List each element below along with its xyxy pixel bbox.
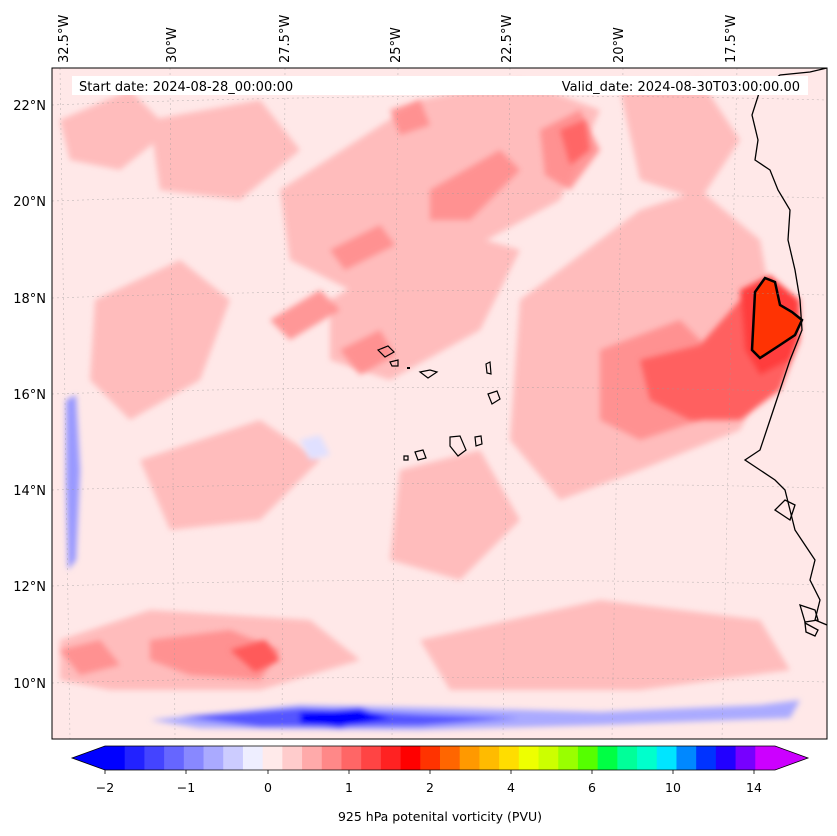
lat-label: 18°N — [13, 292, 46, 307]
colorbar-tick-label: 2 — [426, 780, 434, 795]
colorbar-swatch — [282, 746, 303, 770]
colorbar-extend-high — [775, 746, 808, 770]
colorbar-swatch — [400, 746, 421, 770]
colorbar-swatch — [361, 746, 382, 770]
colorbar-swatch — [656, 746, 677, 770]
colorbar-tick-label: 6 — [588, 780, 596, 795]
colorbar-swatch — [420, 746, 441, 770]
colorbar-swatch — [715, 746, 737, 770]
colorbar-swatch — [124, 746, 145, 770]
colorbar-title: 925 hPa potenital vorticity (PVU) — [338, 809, 542, 824]
lat-label: 16°N — [13, 388, 46, 403]
colorbar-swatch — [637, 746, 658, 770]
colorbar-swatch — [380, 746, 402, 770]
colorbar-swatch — [341, 746, 362, 770]
colorbar-swatch — [440, 746, 461, 770]
colorbar-tick-label: −2 — [96, 780, 114, 795]
colorbar-swatch — [242, 746, 264, 770]
colorbar-tick-label: 14 — [746, 780, 762, 795]
colorbar-swatch — [144, 746, 165, 770]
colorbar-extend-low — [72, 746, 105, 770]
colorbar-swatch — [597, 746, 618, 770]
valid-date-label: Valid_date: 2024-08-30T03:00:00.00 — [562, 80, 800, 95]
lat-label: 10°N — [13, 677, 46, 692]
cape-verde-islands — [376, 345, 501, 461]
colorbar: −2 −1 0 1 2 4 6 10 14 925 hPa potenital … — [70, 745, 810, 824]
colorbar-swatch — [321, 746, 342, 770]
colorbar-swatch — [676, 746, 697, 770]
colorbar-swatch — [538, 746, 559, 770]
colorbar-swatch — [183, 746, 205, 770]
pv-peak-contour — [750, 276, 804, 360]
pv-negative-regions — [66, 395, 800, 730]
colorbar-swatch — [164, 746, 185, 770]
lat-label: 14°N — [13, 484, 46, 499]
colorbar-tick-label: 10 — [665, 780, 681, 795]
colorbar-swatch — [499, 746, 520, 770]
map-frame — [51, 67, 828, 740]
colorbar-swatches — [105, 746, 776, 770]
colorbar-tick-label: 1 — [345, 780, 353, 795]
colorbar-swatch — [302, 746, 323, 770]
map-panel — [52, 68, 827, 739]
colorbar-swatch — [558, 746, 579, 770]
lat-label: 22°N — [13, 99, 46, 114]
lat-label: 20°N — [13, 195, 46, 210]
lon-label: 30°W — [165, 27, 180, 63]
colorbar-swatch — [479, 746, 500, 770]
longitude-labels: 32.5°W 30°W 27.5°W 25°W 22.5°W 20°W 17.5… — [57, 15, 739, 63]
colorbar-swatch — [262, 746, 283, 770]
colorbar-swatch — [696, 746, 717, 770]
colorbar-swatch — [203, 746, 224, 770]
colorbar-swatch — [518, 746, 540, 770]
lon-label: 25°W — [389, 27, 404, 63]
colorbar-swatch — [223, 746, 244, 770]
graticule — [52, 68, 827, 739]
lon-label: 22.5°W — [500, 15, 515, 63]
colorbar-ticks — [104, 770, 755, 774]
colorbar-swatch — [735, 746, 756, 770]
lon-label: 32.5°W — [57, 15, 72, 63]
colorbar-swatch — [577, 746, 599, 770]
colorbar-swatch — [617, 746, 638, 770]
colorbar-swatch — [755, 746, 776, 770]
colorbar-swatch — [105, 746, 126, 770]
lat-label: 12°N — [13, 580, 46, 595]
colorbar-tick-label: −1 — [177, 780, 195, 795]
colorbar-swatch — [459, 746, 480, 770]
colorbar-tick-label: 4 — [507, 780, 515, 795]
coastline — [743, 68, 827, 637]
lon-label: 20°W — [612, 27, 627, 63]
date-header-bar — [72, 76, 808, 95]
lon-label: 27.5°W — [278, 15, 293, 63]
lon-label: 17.5°W — [724, 15, 739, 63]
start-date-label: Start date: 2024-08-28_00:00:00 — [79, 80, 293, 95]
latitude-labels: 22°N 20°N 18°N 16°N 14°N 12°N 10°N — [13, 99, 46, 692]
colorbar-tick-label: 0 — [264, 780, 272, 795]
